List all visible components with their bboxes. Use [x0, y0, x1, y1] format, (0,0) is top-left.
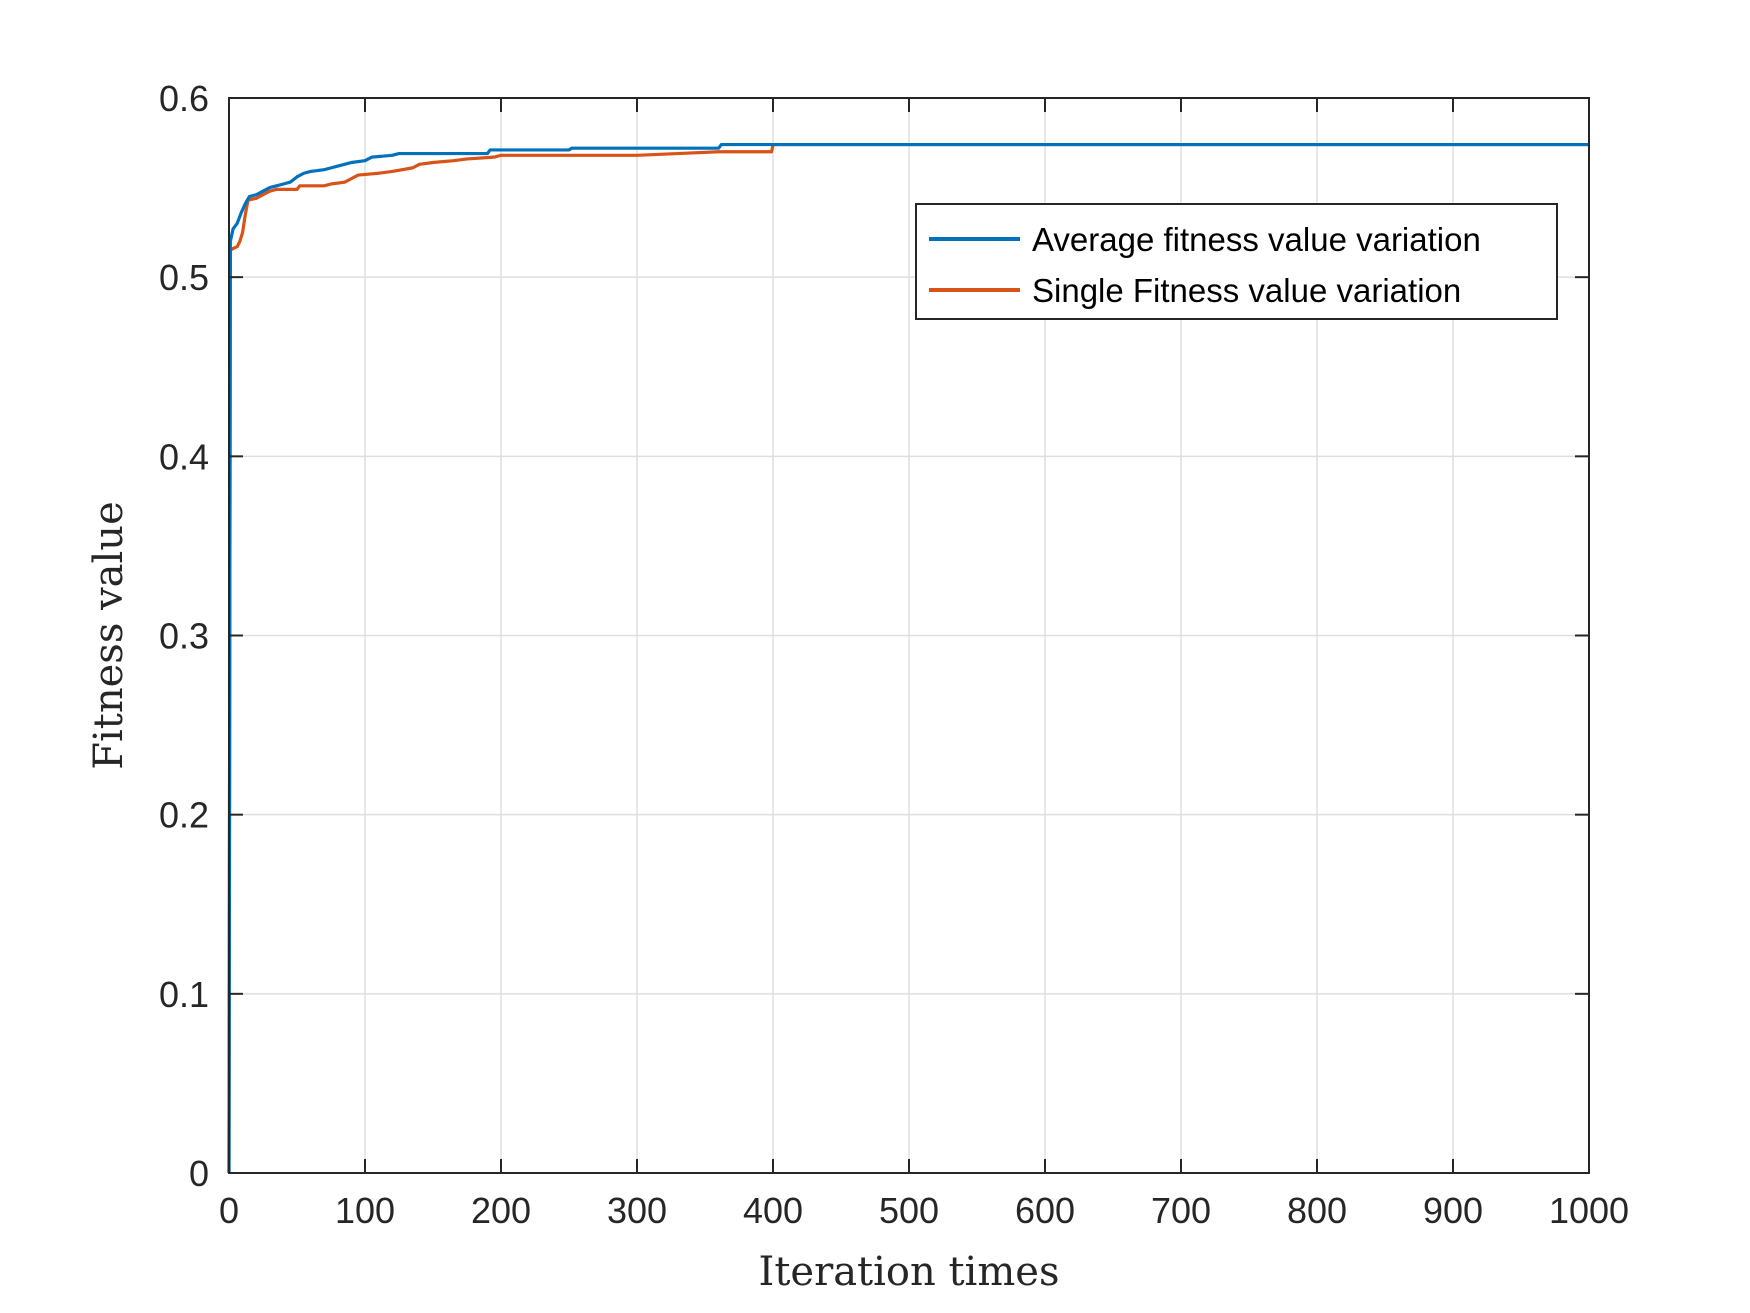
legend: Average fitness value variation Single F… [915, 203, 1558, 320]
y-tick-label: 0.5 [159, 257, 209, 298]
series-line [227, 142, 1589, 1174]
y-tick-label: 0.6 [159, 78, 209, 119]
x-tick-label: 400 [743, 1190, 803, 1231]
x-tick-labels: 0 100 200 300 400 500 600 700 800 900 1000 [219, 1190, 1629, 1231]
y-axis-title: Fitness value [86, 501, 132, 770]
legend-label-single: Single Fitness value variation [1032, 272, 1461, 309]
series-layer [227, 142, 1589, 1174]
x-axis-title: Iteration times [759, 1249, 1060, 1295]
y-tick-label: 0.2 [159, 795, 209, 836]
x-tick-label: 0 [219, 1190, 239, 1231]
y-tick-label: 0 [189, 1153, 209, 1194]
series-line [227, 142, 1589, 1174]
y-tick-labels: 0 0.1 0.2 0.3 0.4 0.5 0.6 [159, 78, 209, 1194]
legend-label-average: Average fitness value variation [1032, 221, 1481, 258]
x-tick-label: 200 [471, 1190, 531, 1231]
x-tick-label: 500 [879, 1190, 939, 1231]
y-tick-label: 0.3 [159, 616, 209, 657]
x-tick-label: 300 [607, 1190, 667, 1231]
y-tick-label: 0.1 [159, 974, 209, 1015]
x-tick-label: 700 [1151, 1190, 1211, 1231]
legend-box [915, 203, 1558, 320]
x-tick-label: 1000 [1549, 1190, 1629, 1231]
x-tick-label: 600 [1015, 1190, 1075, 1231]
x-tick-label: 100 [335, 1190, 395, 1231]
axis-ticks [228, 97, 1590, 1174]
y-tick-label: 0.4 [159, 436, 209, 477]
x-tick-label: 900 [1423, 1190, 1483, 1231]
x-tick-label: 800 [1287, 1190, 1347, 1231]
